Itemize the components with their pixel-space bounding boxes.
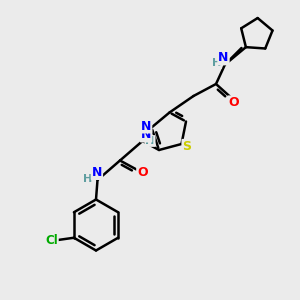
- Text: S: S: [182, 140, 191, 153]
- Text: O: O: [228, 96, 239, 110]
- Text: N: N: [141, 128, 151, 142]
- Text: Cl: Cl: [45, 234, 58, 247]
- Text: H: H: [146, 136, 154, 146]
- Text: H: H: [83, 173, 92, 184]
- Text: N: N: [92, 166, 102, 179]
- Text: N: N: [141, 119, 151, 133]
- Text: N: N: [218, 51, 229, 64]
- Text: H: H: [212, 58, 221, 68]
- Text: O: O: [137, 166, 148, 179]
